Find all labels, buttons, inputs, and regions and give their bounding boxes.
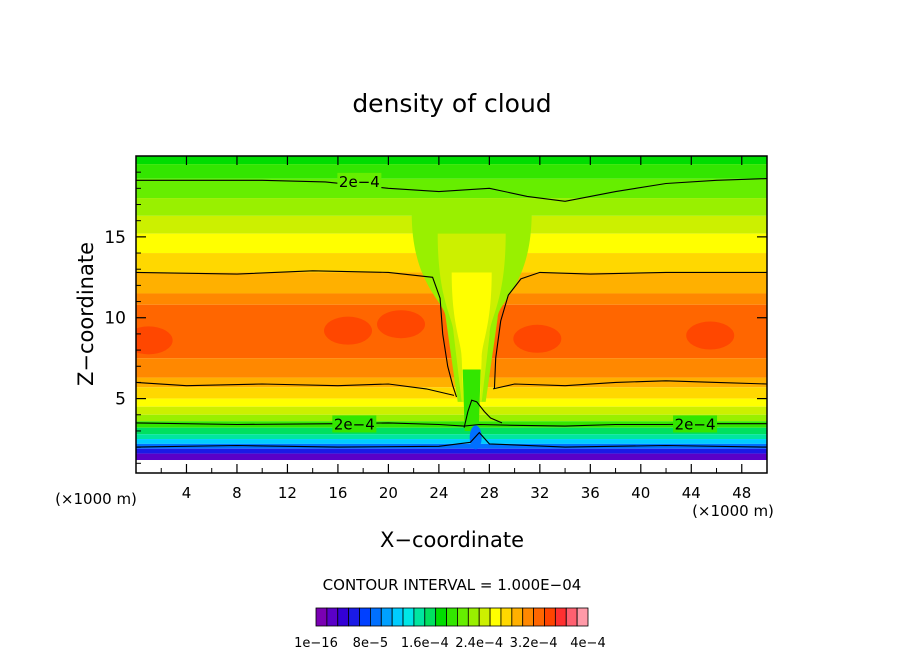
contour-label-2: 2e−4 xyxy=(675,415,716,433)
contour-band-22 xyxy=(136,453,767,461)
contour-band-20 xyxy=(136,443,767,449)
colorbar-swatch-16 xyxy=(489,607,502,627)
core-patch-0 xyxy=(324,316,373,345)
core-patch-4 xyxy=(136,326,173,355)
x-tick-label-3: 16 xyxy=(328,484,347,502)
x-tick-label-7: 32 xyxy=(530,484,549,502)
x-tick-label-9: 40 xyxy=(631,484,650,502)
contour-label-1: 2e−4 xyxy=(334,415,375,433)
chart-title: density of cloud xyxy=(352,89,551,118)
contour-band-18 xyxy=(136,434,767,440)
contour-line-7 xyxy=(136,431,767,448)
colorbar-swatch-12 xyxy=(446,607,458,627)
core-patch-2 xyxy=(513,324,562,353)
colorbar-swatch-14 xyxy=(467,607,480,627)
colorbar-swatch-10 xyxy=(424,607,437,627)
x-tick-label-6: 28 xyxy=(480,484,499,502)
colorbar-swatch-19 xyxy=(522,607,534,627)
y-tick-label-1: 10 xyxy=(104,309,126,329)
contour-line-0 xyxy=(136,178,767,202)
contour-band-10 xyxy=(136,358,767,378)
contour-band-2 xyxy=(136,178,767,199)
colorbar-label-2: 1.6e−4 xyxy=(401,636,449,651)
colorbar-swatch-13 xyxy=(457,607,469,627)
contour-band-19 xyxy=(136,439,767,444)
contour-band-23 xyxy=(136,460,767,473)
contour-band-1 xyxy=(136,164,767,179)
plot-frame xyxy=(135,155,768,474)
y-axis-label: Z−coordinate xyxy=(74,242,98,386)
x-tick-label-2: 12 xyxy=(278,484,297,502)
colorbar-swatch-24 xyxy=(576,607,589,627)
colorbar-swatch-17 xyxy=(500,607,513,627)
x-tick-label-5: 24 xyxy=(429,484,448,502)
contour-band-13 xyxy=(136,398,767,407)
x-tick-label-1: 8 xyxy=(232,484,242,502)
contour-line-6 xyxy=(463,399,503,428)
contour-band-3 xyxy=(136,198,767,216)
colorbar-swatch-0 xyxy=(315,607,328,627)
colorbar-label-0: 1e−16 xyxy=(294,636,338,651)
y-axis-ticks: 5 10 15 xyxy=(104,171,767,464)
contour-line-4 xyxy=(492,380,767,390)
colorbar-swatch-18 xyxy=(511,607,524,627)
colorbar xyxy=(315,607,589,627)
contour-labels: 2e−4 2e−4 2e−4 xyxy=(332,172,718,433)
colorbar-swatch-2 xyxy=(337,607,350,627)
contour-label-bg-1 xyxy=(332,415,377,433)
core-patch-1 xyxy=(377,310,426,339)
contour-band-15 xyxy=(136,414,767,422)
contour-label-bg-2 xyxy=(673,415,718,433)
contour-fill-area xyxy=(136,156,767,473)
colorbar-swatch-11 xyxy=(435,607,447,627)
downdraft-plume xyxy=(469,425,482,450)
contour-label-bg-0 xyxy=(337,172,382,190)
colorbar-swatch-23 xyxy=(565,607,578,627)
colorbar-swatch-9 xyxy=(413,607,426,627)
x-unit-label: (×1000 m) xyxy=(692,502,774,520)
x-tick-label-11: 48 xyxy=(732,484,751,502)
contour-band-0 xyxy=(136,156,767,165)
downdraft-column-core xyxy=(451,272,492,407)
contour-band-17 xyxy=(136,427,767,435)
x-tick-label-0: 4 xyxy=(182,484,192,502)
x-tick-label-4: 20 xyxy=(379,484,398,502)
colorbar-swatch-21 xyxy=(544,607,556,627)
colorbar-label-4: 3.2e−4 xyxy=(510,636,558,651)
core-patch-3 xyxy=(686,321,735,350)
y-unit-label: (×1000 m) xyxy=(55,490,137,508)
colorbar-swatch-4 xyxy=(359,607,371,627)
colorbar-swatch-15 xyxy=(478,607,491,627)
contour-label-0: 2e−4 xyxy=(339,173,380,191)
colorbar-swatch-1 xyxy=(326,607,339,627)
colorbar-swatch-7 xyxy=(391,607,404,627)
colorbar-label-5: 4e−4 xyxy=(570,636,605,651)
colorbar-swatch-20 xyxy=(533,607,545,627)
colorbar-swatch-22 xyxy=(554,607,567,627)
contour-band-12 xyxy=(136,387,767,399)
x-tick-label-8: 36 xyxy=(581,484,600,502)
colorbar-swatch-3 xyxy=(348,607,360,627)
contour-line-3 xyxy=(136,381,455,396)
contour-band-14 xyxy=(136,406,767,415)
contour-lines xyxy=(136,178,767,448)
colorbar-label-1: 8e−5 xyxy=(353,636,388,651)
contour-line-2 xyxy=(136,270,458,398)
colorbar-label-3: 2.4e−4 xyxy=(455,636,503,651)
x-tick-label-10: 44 xyxy=(682,484,701,502)
x-axis-ticks: 4 8 12 16 20 24 28 32 36 40 44 48 xyxy=(160,156,768,502)
colorbar-swatch-5 xyxy=(369,607,382,627)
contour-band-16 xyxy=(136,421,767,428)
contour-interval-text: CONTOUR INTERVAL = 1.000E−04 xyxy=(323,576,582,594)
colorbar-tick-labels: 1e−16 8e−5 1.6e−4 2.4e−4 3.2e−4 4e−4 xyxy=(294,636,606,651)
x-axis-label: X−coordinate xyxy=(380,528,524,552)
contour-line-5 xyxy=(493,271,767,389)
contour-band-21 xyxy=(136,448,767,454)
colorbar-swatch-6 xyxy=(380,607,393,627)
colorbar-swatch-8 xyxy=(402,607,415,627)
y-tick-label-0: 5 xyxy=(115,390,126,410)
y-tick-label-2: 15 xyxy=(104,228,126,248)
